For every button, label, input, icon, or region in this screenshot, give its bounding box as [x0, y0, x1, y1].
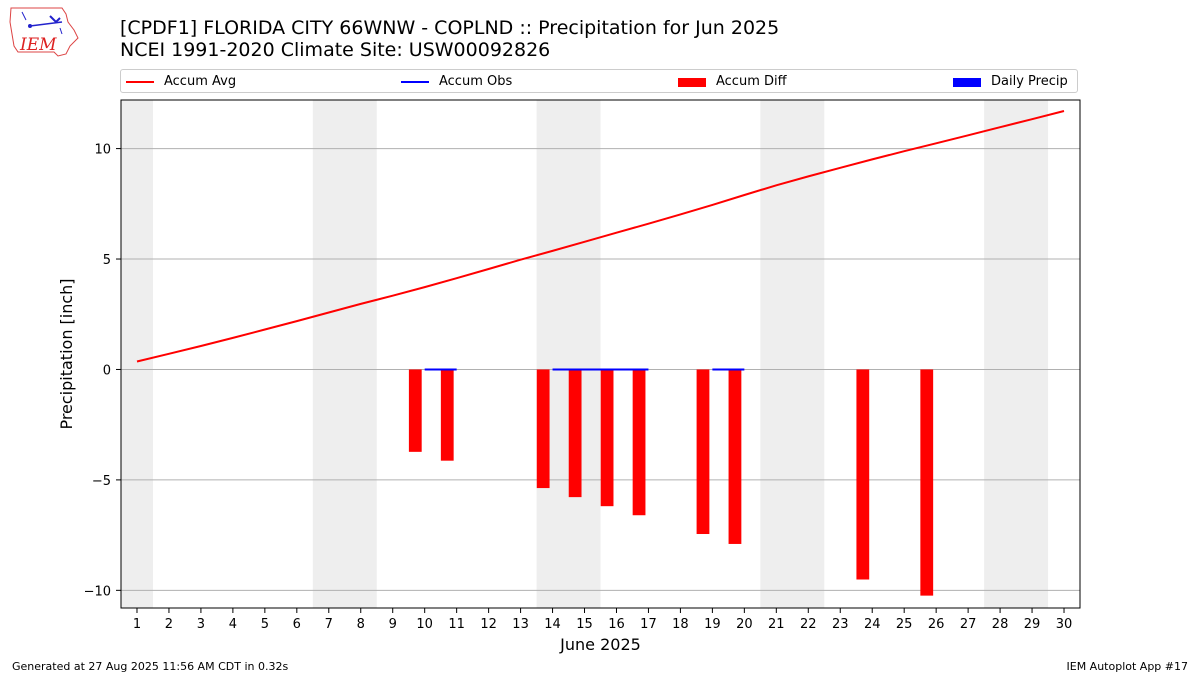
- y-tick-label: 0: [103, 363, 111, 378]
- legend-entry-accum-obs: Accum Obs: [401, 73, 601, 91]
- weekend-band: [536, 100, 601, 608]
- accum-diff-bars: [408, 369, 934, 596]
- legend-label: Accum Avg: [164, 74, 237, 89]
- gridlines: [121, 148, 1080, 591]
- weekend-band: [760, 100, 825, 608]
- x-tick-label: 27: [960, 617, 977, 632]
- x-tick-label: 24: [864, 617, 881, 632]
- y-axis-label: Precipitation [inch]: [57, 278, 76, 429]
- accum-diff-bar: [920, 369, 934, 596]
- x-tick-label: 19: [704, 617, 721, 632]
- x-tick-label: 7: [325, 617, 333, 632]
- accum-diff-bar: [536, 369, 550, 489]
- legend-swatch-accum-avg: [126, 81, 154, 83]
- legend-label: Daily Precip: [991, 74, 1068, 89]
- legend-swatch-daily-precip: [953, 78, 981, 87]
- x-axis: 1 2 3 4 5 6 7 8 9 10 11 12 13 14 15 16 17 18 19 20 21 22 23 24 2…: [133, 608, 1072, 632]
- accum-diff-bar: [440, 369, 454, 461]
- x-tick-label: 8: [357, 617, 365, 632]
- x-tick-label: 26: [928, 617, 945, 632]
- x-tick-label: 1: [133, 617, 141, 632]
- x-axis-label: June 2025: [559, 635, 641, 654]
- x-tick-label: 14: [544, 617, 561, 632]
- legend-label: Accum Obs: [439, 74, 513, 89]
- accum-avg-line: [136, 110, 1065, 363]
- accum-diff-bar: [856, 369, 870, 580]
- accum-diff-bar: [696, 369, 710, 535]
- accum-diff-bar: [408, 369, 422, 452]
- x-tick-label: 25: [896, 617, 913, 632]
- series-lines: [136, 110, 1065, 371]
- legend-entry-accum-avg: Accum Avg: [126, 73, 326, 91]
- x-tick-label: 5: [261, 617, 269, 632]
- y-tick-label: 10: [94, 143, 111, 158]
- weekend-shading: [121, 100, 1049, 608]
- x-tick-label: 17: [640, 617, 657, 632]
- x-tick-label: 6: [293, 617, 301, 632]
- x-tick-label: 13: [512, 617, 529, 632]
- x-tick-label: 28: [992, 617, 1009, 632]
- y-tick-label: −5: [92, 474, 111, 489]
- legend-entry-daily-precip: Daily Precip: [953, 73, 1078, 91]
- footer-generated: Generated at 27 Aug 2025 11:56 AM CDT in…: [12, 660, 289, 673]
- accum-diff-bar: [568, 369, 582, 498]
- legend-entry-accum-diff: Accum Diff: [678, 73, 878, 91]
- x-tick-label: 29: [1024, 617, 1041, 632]
- x-tick-label: 22: [800, 617, 817, 632]
- x-tick-label: 23: [832, 617, 849, 632]
- legend-swatch-accum-obs: [401, 81, 429, 83]
- x-tick-label: 3: [197, 617, 205, 632]
- x-tick-label: 12: [480, 617, 497, 632]
- logo-text: IEM: [19, 35, 57, 55]
- chart-subtitle: NCEI 1991-2020 Climate Site: USW00092826: [120, 39, 551, 61]
- chart-title: [CPDF1] FLORIDA CITY 66WNW - COPLND :: P…: [120, 17, 780, 39]
- x-tick-label: 9: [389, 617, 397, 632]
- x-tick-label: 15: [576, 617, 593, 632]
- x-tick-label: 10: [416, 617, 433, 632]
- footer-app: IEM Autoplot App #17: [1066, 660, 1189, 673]
- weekend-band: [984, 100, 1049, 608]
- x-tick-label: 30: [1056, 617, 1073, 632]
- legend-swatch-accum-diff: [678, 78, 706, 87]
- x-tick-label: 16: [608, 617, 625, 632]
- y-axis: −10 −5 0 5 10: [84, 143, 121, 599]
- iem-logo: IEM: [8, 6, 80, 58]
- x-tick-label: 4: [229, 617, 237, 632]
- x-tick-label: 2: [165, 617, 173, 632]
- x-tick-label: 20: [736, 617, 753, 632]
- plot-frame: [120, 99, 1081, 609]
- x-tick-label: 18: [672, 617, 689, 632]
- legend-label: Accum Diff: [716, 74, 787, 89]
- weekend-band: [312, 100, 377, 608]
- weekend-band: [121, 100, 153, 608]
- accum-diff-bar: [600, 369, 614, 507]
- y-tick-label: −10: [84, 584, 111, 599]
- accum-diff-bar: [728, 369, 742, 544]
- y-tick-label: 5: [103, 253, 111, 268]
- chart-legend: Accum Avg Accum Obs Accum Diff Daily Pre…: [120, 69, 1078, 93]
- accum-diff-bar: [632, 369, 646, 516]
- x-tick-label: 21: [768, 617, 785, 632]
- x-tick-label: 11: [448, 617, 465, 632]
